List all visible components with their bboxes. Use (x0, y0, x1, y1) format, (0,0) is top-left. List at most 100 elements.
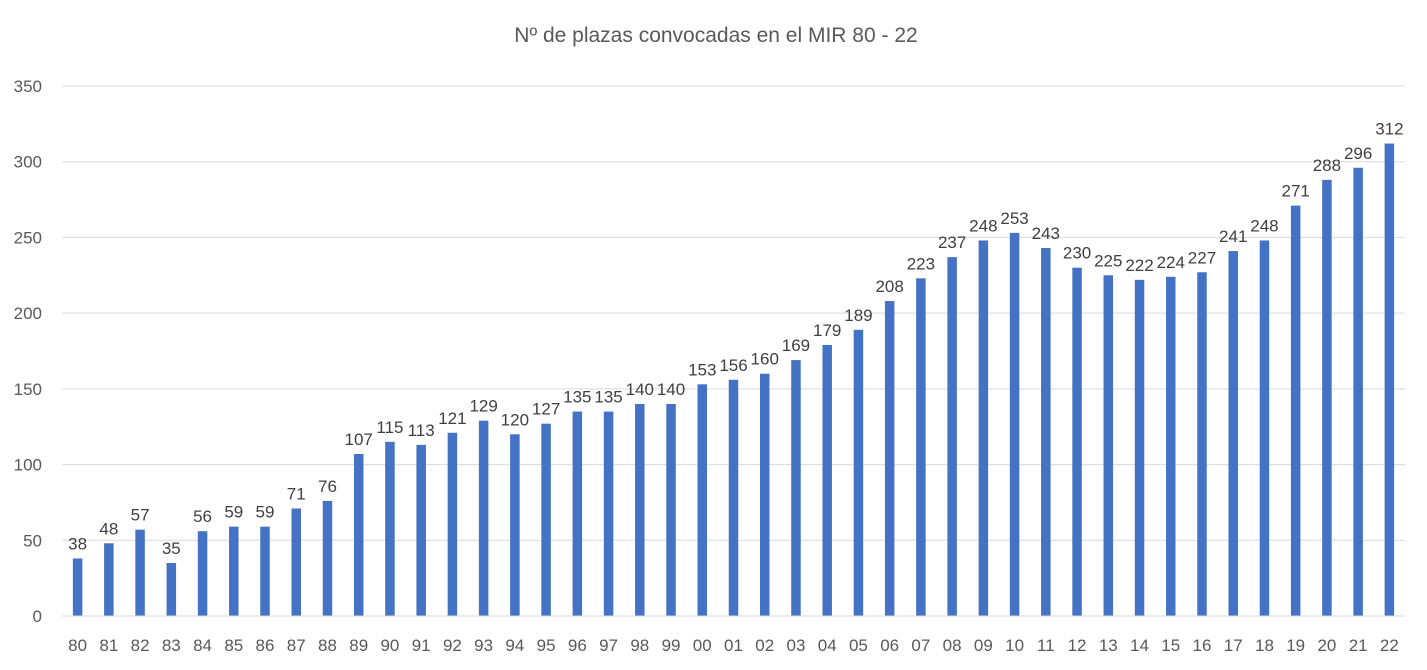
data-label: 140 (626, 380, 654, 399)
bar (947, 257, 957, 616)
data-label: 129 (469, 397, 497, 416)
y-tick-label: 0 (33, 607, 42, 626)
data-label: 156 (719, 356, 747, 375)
bar (104, 543, 114, 616)
x-tick-label: 92 (443, 636, 462, 655)
x-tick-label: 83 (162, 636, 181, 655)
x-tick-label: 84 (193, 636, 212, 655)
bars (72, 143, 1395, 617)
bar (1259, 240, 1270, 616)
bar (166, 563, 177, 616)
x-tick-label: 02 (755, 636, 774, 655)
bar (822, 344, 832, 616)
data-label: 113 (408, 421, 435, 440)
x-tick-label: 09 (974, 636, 993, 655)
data-label: 243 (1032, 224, 1060, 243)
data-label: 121 (438, 409, 466, 428)
x-axis-ticks: 80 81 82 83 84 85 86 87 88 89 90 91 92 93 94 95 96 97 98 99… (68, 636, 1399, 655)
bar (759, 373, 770, 616)
data-label: 153 (688, 360, 716, 379)
x-tick-label: 94 (505, 636, 524, 655)
y-tick-label: 150 (14, 380, 42, 399)
data-label: 208 (875, 277, 903, 296)
bar (1197, 272, 1207, 616)
x-tick-label: 16 (1193, 636, 1212, 655)
data-label: 76 (318, 477, 337, 496)
data-label: 48 (99, 519, 118, 538)
x-tick-label: 89 (349, 636, 368, 655)
bar (1290, 205, 1301, 616)
bar (510, 434, 520, 616)
data-label: 225 (1094, 251, 1122, 270)
data-label: 241 (1219, 227, 1247, 246)
bar (1322, 179, 1332, 616)
bar (1166, 276, 1176, 616)
bar (1009, 232, 1020, 616)
x-tick-label: 01 (724, 636, 743, 655)
bar (135, 529, 145, 616)
data-label: 224 (1157, 253, 1185, 272)
data-label: 59 (256, 503, 275, 522)
bar (229, 526, 239, 616)
x-tick-label: 20 (1317, 636, 1336, 655)
data-label: 169 (782, 336, 810, 355)
y-axis-ticks: 0 50 100 150 200 250 300 350 (14, 77, 42, 626)
bar (72, 558, 83, 616)
data-label: 271 (1281, 182, 1309, 201)
data-label: 189 (844, 306, 872, 325)
x-tick-label: 99 (662, 636, 681, 655)
data-label: 248 (1250, 216, 1278, 235)
y-tick-label: 300 (14, 153, 42, 172)
x-tick-label: 13 (1099, 636, 1118, 655)
y-tick-label: 200 (14, 304, 42, 323)
data-label: 127 (532, 400, 560, 419)
bar (1228, 251, 1238, 617)
x-tick-label: 00 (693, 636, 712, 655)
data-label: 179 (813, 321, 841, 340)
x-tick-label: 93 (474, 636, 493, 655)
x-tick-label: 95 (537, 636, 556, 655)
chart-title: Nº de plazas convocadas en el MIR 80 - 2… (514, 24, 917, 47)
data-label: 120 (501, 410, 529, 429)
data-label: 56 (193, 507, 212, 526)
bar (385, 441, 395, 616)
data-label: 296 (1344, 144, 1372, 163)
x-tick-label: 04 (818, 636, 837, 655)
x-tick-label: 10 (1005, 636, 1024, 655)
bar (853, 329, 864, 616)
x-tick-label: 03 (787, 636, 806, 655)
bar (791, 360, 801, 616)
bar (541, 423, 551, 616)
x-tick-label: 81 (99, 636, 118, 655)
data-label: 59 (224, 503, 243, 522)
bar (728, 379, 739, 616)
data-label: 71 (287, 484, 306, 503)
x-tick-label: 06 (880, 636, 899, 655)
bar (197, 531, 208, 616)
data-label: 135 (594, 388, 622, 407)
x-tick-label: 08 (943, 636, 962, 655)
data-label: 140 (657, 380, 685, 399)
x-tick-label: 18 (1255, 636, 1274, 655)
bar (1041, 248, 1051, 616)
data-label: 227 (1188, 248, 1216, 267)
bar (916, 278, 926, 616)
data-label: 230 (1063, 244, 1091, 263)
x-tick-label: 86 (256, 636, 275, 655)
data-label: 107 (345, 430, 373, 449)
data-label: 38 (68, 534, 87, 553)
data-label: 222 (1125, 256, 1153, 275)
x-tick-label: 11 (1037, 636, 1055, 655)
data-label: 160 (751, 350, 779, 369)
x-tick-label: 85 (224, 636, 243, 655)
bar (1134, 279, 1145, 616)
x-tick-label: 87 (287, 636, 306, 655)
y-tick-label: 250 (14, 228, 42, 247)
bar (978, 240, 989, 616)
x-tick-label: 19 (1286, 636, 1305, 655)
x-tick-label: 12 (1068, 636, 1087, 655)
bar (603, 411, 614, 616)
bar (353, 453, 364, 616)
data-label: 57 (131, 506, 150, 525)
data-label: 312 (1375, 120, 1403, 139)
